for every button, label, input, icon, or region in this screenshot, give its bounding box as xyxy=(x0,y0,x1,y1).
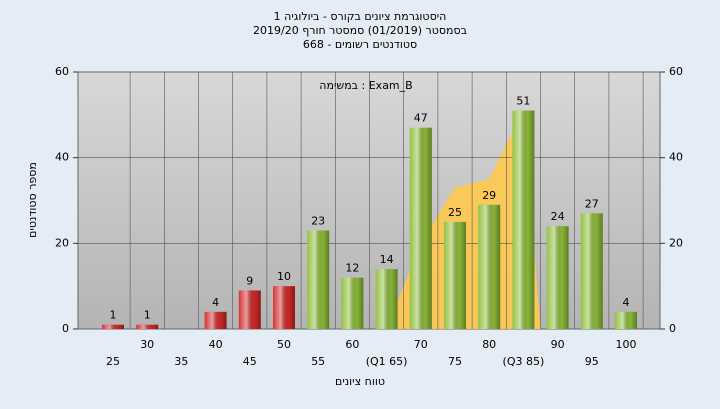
value-label: 24 xyxy=(551,210,565,223)
bar-shade xyxy=(478,204,501,329)
x-tick-label: (Q3 85) xyxy=(503,355,545,368)
bar-shade xyxy=(409,127,432,329)
x-axis-label: טווח ציונים xyxy=(335,375,385,388)
value-label: 12 xyxy=(345,262,359,275)
bar-shade xyxy=(580,213,603,329)
value-label: 14 xyxy=(380,253,394,266)
x-tick-label: 80 xyxy=(482,338,496,351)
y-tick-label: 40 xyxy=(55,151,69,164)
y-tick-label: 60 xyxy=(55,65,69,78)
y-axis-label: מספר סטודנטים xyxy=(26,162,39,238)
chart-subtitle: סטודנטים רשומים - 668 xyxy=(303,38,417,51)
bar-shade xyxy=(204,311,227,329)
x-tick-label: 40 xyxy=(209,338,223,351)
value-label: 9 xyxy=(246,274,253,287)
value-label: 1 xyxy=(144,309,151,322)
y-tick-label-right: 20 xyxy=(669,236,683,249)
y-tick-label: 0 xyxy=(62,322,69,335)
value-label: 25 xyxy=(448,206,462,219)
x-tick-label: 70 xyxy=(414,338,428,351)
x-tick-label: 75 xyxy=(448,355,462,368)
value-label: 29 xyxy=(482,189,496,202)
value-label: 51 xyxy=(516,95,530,108)
bar-shade xyxy=(512,110,535,329)
x-tick-label: 35 xyxy=(174,355,188,368)
x-tick-label: 55 xyxy=(311,355,325,368)
bar-shade xyxy=(375,269,398,329)
bar-shade xyxy=(238,290,261,329)
value-label: 23 xyxy=(311,214,325,227)
bar-shade xyxy=(615,311,637,329)
bar-shade xyxy=(444,221,466,329)
x-tick-label: 25 xyxy=(106,355,120,368)
value-label: 4 xyxy=(623,296,630,309)
x-tick-label: 95 xyxy=(585,355,599,368)
value-label: 27 xyxy=(585,197,599,210)
x-tick-label: 60 xyxy=(345,338,359,351)
value-label: 1 xyxy=(110,309,117,322)
chart-subtitle: בסמסטר (01/2019) סמסטר חורף 2019/20 xyxy=(253,24,467,37)
x-tick-label: (Q1 65) xyxy=(366,355,408,368)
x-tick-label: 100 xyxy=(616,338,637,351)
value-label: 47 xyxy=(414,112,428,125)
x-tick-label: 50 xyxy=(277,338,291,351)
y-tick-label: 20 xyxy=(55,236,69,249)
y-tick-label-right: 0 xyxy=(669,322,676,335)
x-tick-label: 30 xyxy=(140,338,154,351)
y-tick-label-right: 60 xyxy=(669,65,683,78)
value-label: 4 xyxy=(212,296,219,309)
bar-shade xyxy=(273,286,295,329)
bar-shade xyxy=(546,226,569,329)
annotation: במשימה : Exam_B xyxy=(319,79,412,92)
bar-shade xyxy=(341,277,364,329)
bar-shade xyxy=(136,324,159,329)
x-tick-label: 90 xyxy=(551,338,565,351)
plot-area xyxy=(77,71,661,330)
chart-title: היסטוגרמת ציונים בקורס - ביולוגיה 1 xyxy=(274,10,447,23)
value-label: 10 xyxy=(277,270,291,283)
y-tick-label-right: 40 xyxy=(669,151,683,164)
bar-shade xyxy=(307,230,330,329)
x-tick-label: 45 xyxy=(243,355,257,368)
bar-shade xyxy=(102,324,124,329)
